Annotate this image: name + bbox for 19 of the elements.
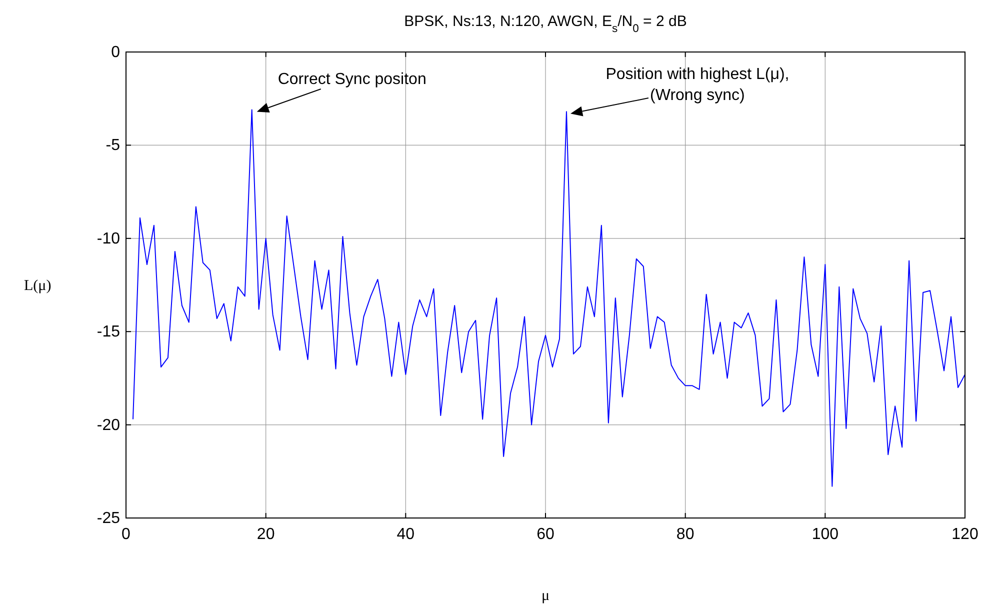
y-tick-label: -15 bbox=[96, 324, 120, 341]
y-tick-label: -5 bbox=[106, 137, 120, 154]
x-tick-label: 0 bbox=[122, 526, 131, 543]
x-tick-label: 20 bbox=[256, 526, 275, 543]
x-tick-label: 60 bbox=[536, 526, 554, 543]
chart-title: BPSK, Ns:13, N:120, AWGN, E$_{s}$/N$_{0}$ = 2 dB bbox=[404, 13, 687, 35]
y-tick-label: -20 bbox=[96, 416, 120, 434]
x-tick-label: 100 bbox=[812, 526, 839, 543]
y-axis-title: L(μ) bbox=[24, 278, 52, 294]
x-tick-label: 40 bbox=[396, 526, 415, 543]
annotation: Position with highest L(μ), (Wrong sync) bbox=[606, 66, 790, 104]
y-tick-label: -25 bbox=[96, 510, 120, 527]
line-series bbox=[132, 109, 966, 487]
x-axis-title: μ bbox=[541, 588, 550, 604]
annotation: Correct Sync positon bbox=[278, 71, 426, 88]
y-tick-label: 0 bbox=[111, 44, 120, 61]
y-tick-label: -10 bbox=[96, 230, 120, 248]
x-tick-label: 80 bbox=[676, 526, 694, 543]
x-tick-label: 120 bbox=[952, 526, 978, 543]
